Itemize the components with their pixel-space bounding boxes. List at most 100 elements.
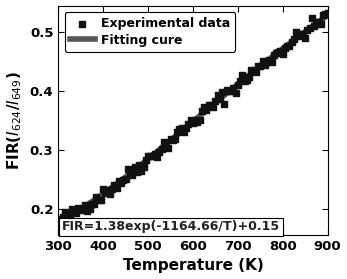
Experimental data [253, 69, 259, 74]
Fitting cure [126, 174, 130, 177]
Experimental data [147, 154, 153, 159]
Experimental data [127, 171, 133, 176]
Experimental data [318, 22, 324, 27]
Experimental data [190, 121, 196, 125]
Experimental data [69, 206, 75, 211]
Experimental data [222, 102, 227, 107]
Experimental data [242, 78, 247, 83]
Experimental data [150, 153, 155, 158]
Experimental data [282, 46, 288, 50]
Experimental data [78, 208, 84, 213]
Experimental data [118, 180, 124, 185]
Experimental data [175, 130, 180, 135]
Experimental data [181, 130, 187, 134]
Experimental data [154, 155, 160, 159]
Experimental data [217, 97, 223, 101]
Experimental data [103, 191, 108, 195]
Experimental data [323, 12, 328, 16]
Experimental data [100, 186, 106, 191]
Experimental data [62, 210, 68, 215]
Experimental data [237, 79, 243, 83]
Experimental data [170, 138, 176, 142]
Legend: Experimental data, Fitting cure: Experimental data, Fitting cure [65, 12, 235, 52]
Experimental data [152, 152, 158, 157]
Experimental data [141, 165, 146, 170]
Experimental data [197, 118, 202, 122]
Experimental data [168, 137, 173, 141]
Experimental data [296, 34, 301, 38]
Experimental data [233, 91, 238, 95]
Line: Fitting cure: Fitting cure [58, 15, 328, 221]
Experimental data [121, 177, 126, 182]
Fitting cure [259, 64, 263, 67]
Experimental data [184, 126, 189, 130]
Experimental data [98, 198, 104, 203]
Experimental data [89, 201, 95, 206]
Experimental data [278, 49, 283, 53]
Experimental data [320, 12, 326, 17]
Experimental data [112, 183, 117, 187]
Experimental data [262, 63, 268, 67]
Experimental data [251, 68, 256, 73]
Fitting cure [215, 100, 219, 103]
Experimental data [87, 207, 93, 211]
Experimental data [231, 85, 236, 90]
Experimental data [325, 10, 330, 15]
Experimental data [85, 209, 90, 213]
Experimental data [311, 23, 317, 28]
Experimental data [163, 141, 169, 145]
Experimental data [145, 154, 151, 158]
Experimental data [224, 88, 229, 93]
Experimental data [264, 60, 270, 64]
Experimental data [83, 203, 88, 207]
Experimental data [65, 215, 70, 220]
Experimental data [193, 118, 198, 122]
Fitting cure [178, 131, 182, 134]
Experimental data [161, 140, 167, 145]
Fitting cure [325, 14, 330, 17]
Text: FIR=1.38exp(-1164.66/T)+0.15: FIR=1.38exp(-1164.66/T)+0.15 [62, 220, 280, 233]
Experimental data [58, 218, 63, 223]
Experimental data [123, 177, 128, 181]
Experimental data [309, 16, 315, 20]
Experimental data [305, 28, 310, 32]
Experimental data [298, 32, 304, 36]
Experimental data [226, 89, 232, 93]
Fitting cure [56, 220, 60, 223]
Experimental data [257, 64, 263, 68]
Experimental data [129, 173, 135, 178]
Experimental data [289, 40, 295, 45]
Experimental data [195, 119, 200, 124]
Experimental data [134, 170, 139, 175]
Experimental data [132, 165, 137, 169]
Experimental data [136, 163, 142, 168]
Experimental data [105, 188, 110, 193]
Experimental data [206, 102, 211, 107]
Experimental data [201, 105, 207, 109]
Experimental data [109, 187, 115, 191]
Experimental data [204, 108, 209, 113]
Experimental data [114, 186, 119, 190]
Experimental data [74, 211, 79, 215]
Experimental data [210, 105, 216, 109]
Experimental data [159, 147, 164, 151]
Experimental data [188, 118, 194, 122]
Experimental data [94, 195, 99, 200]
Experimental data [276, 50, 281, 54]
Experimental data [307, 26, 312, 30]
Experimental data [239, 73, 245, 78]
Experimental data [80, 207, 86, 211]
Experimental data [166, 146, 171, 151]
Experimental data [248, 68, 254, 72]
Experimental data [96, 198, 101, 203]
Experimental data [91, 201, 97, 206]
Y-axis label: FIR($I_{624}$/$I_{649}$): FIR($I_{624}$/$I_{649}$) [6, 71, 24, 170]
Experimental data [244, 78, 249, 82]
Experimental data [235, 83, 240, 87]
Experimental data [219, 89, 225, 94]
Experimental data [300, 31, 306, 36]
Experimental data [271, 52, 277, 57]
Experimental data [316, 20, 321, 24]
Experimental data [215, 93, 220, 98]
Experimental data [71, 208, 77, 212]
